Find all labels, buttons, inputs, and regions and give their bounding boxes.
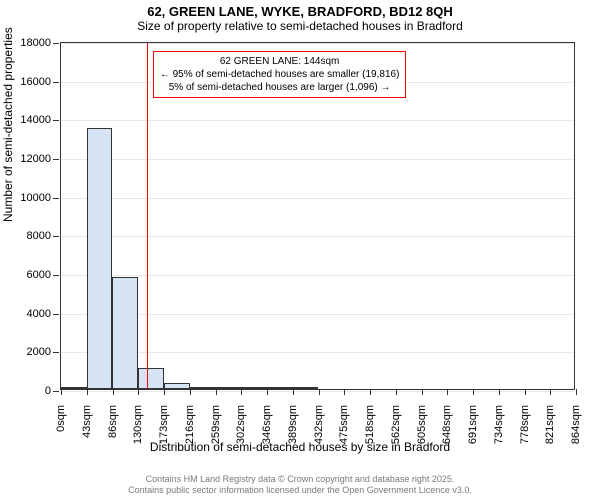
annotation-line: 5% of semi-detached houses are larger (1…: [160, 81, 400, 94]
x-tick: [319, 389, 320, 395]
x-tick-label: 432sqm: [313, 405, 325, 444]
y-tick: [53, 391, 59, 392]
histogram-bar: [164, 383, 190, 389]
x-tick: [293, 389, 294, 395]
x-tick-label: 778sqm: [519, 405, 531, 444]
y-tick-label: 4000: [27, 308, 51, 320]
x-tick: [216, 389, 217, 395]
x-tick-label: 562sqm: [390, 405, 402, 444]
y-tick: [53, 314, 59, 315]
annotation-line: ← 95% of semi-detached houses are smalle…: [160, 68, 400, 81]
annotation-box: 62 GREEN LANE: 144sqm← 95% of semi-detac…: [153, 51, 407, 98]
x-tick: [525, 389, 526, 395]
x-tick: [473, 389, 474, 395]
y-tick-label: 16000: [20, 76, 51, 88]
y-tick-label: 12000: [20, 153, 51, 165]
x-tick-label: 605sqm: [416, 405, 428, 444]
y-tick-label: 18000: [20, 37, 51, 49]
y-tick: [53, 198, 59, 199]
reference-line: [147, 43, 148, 389]
y-tick-label: 10000: [20, 192, 51, 204]
y-tick: [53, 82, 59, 83]
chart-footer: Contains HM Land Registry data © Crown c…: [0, 474, 600, 496]
x-tick-label: 173sqm: [158, 405, 170, 444]
x-tick-label: 86sqm: [107, 405, 119, 438]
x-tick-label: 389sqm: [287, 405, 299, 444]
y-tick: [53, 275, 59, 276]
x-tick-label: 864sqm: [570, 405, 582, 444]
x-tick: [370, 389, 371, 395]
gridline: [61, 43, 574, 44]
histogram-bar: [267, 387, 293, 389]
y-tick-label: 2000: [27, 346, 51, 358]
y-tick-label: 6000: [27, 269, 51, 281]
histogram-bar: [241, 387, 267, 389]
x-tick-label: 648sqm: [441, 405, 453, 444]
x-tick-label: 43sqm: [81, 405, 93, 438]
x-tick: [164, 389, 165, 395]
y-tick-label: 0: [45, 385, 51, 397]
plot-area: 0200040006000800010000120001400016000180…: [60, 42, 575, 390]
histogram-bar: [293, 387, 319, 389]
x-tick: [344, 389, 345, 395]
chart-title: 62, GREEN LANE, WYKE, BRADFORD, BD12 8QH: [0, 0, 600, 19]
y-tick: [53, 120, 59, 121]
x-tick: [499, 389, 500, 395]
x-tick: [61, 389, 62, 395]
gridline: [61, 120, 574, 121]
y-tick-label: 8000: [27, 230, 51, 242]
gridline: [61, 159, 574, 160]
histogram-bar: [87, 128, 113, 389]
x-tick-label: 821sqm: [544, 405, 556, 444]
x-tick: [267, 389, 268, 395]
annotation-line: 62 GREEN LANE: 144sqm: [160, 55, 400, 68]
x-tick-label: 259sqm: [210, 405, 222, 444]
histogram-bar: [138, 368, 164, 389]
chart-container: 0200040006000800010000120001400016000180…: [60, 42, 575, 390]
x-tick: [190, 389, 191, 395]
x-tick: [113, 389, 114, 395]
x-tick-label: 302sqm: [235, 405, 247, 444]
footer-line-1: Contains HM Land Registry data © Crown c…: [0, 474, 600, 485]
x-tick: [550, 389, 551, 395]
x-tick-label: 734sqm: [493, 405, 505, 444]
x-tick-label: 475sqm: [338, 405, 350, 444]
y-tick: [53, 236, 59, 237]
histogram-bar: [190, 387, 216, 389]
gridline: [61, 236, 574, 237]
y-tick: [53, 43, 59, 44]
histogram-bar: [61, 387, 87, 389]
y-tick: [53, 159, 59, 160]
x-tick-label: 518sqm: [364, 405, 376, 444]
x-tick: [396, 389, 397, 395]
y-tick-label: 14000: [20, 114, 51, 126]
x-axis-label: Distribution of semi-detached houses by …: [0, 440, 600, 454]
y-axis-label: Number of semi-detached properties: [1, 27, 15, 222]
x-tick: [138, 389, 139, 395]
histogram-bar: [112, 277, 138, 389]
chart-subtitle: Size of property relative to semi-detach…: [0, 19, 600, 41]
x-tick: [422, 389, 423, 395]
x-tick: [447, 389, 448, 395]
histogram-bar: [215, 387, 241, 389]
x-tick: [576, 389, 577, 395]
x-tick-label: 130sqm: [132, 405, 144, 444]
x-tick-label: 216sqm: [184, 405, 196, 444]
gridline: [61, 275, 574, 276]
footer-line-2: Contains public sector information licen…: [0, 485, 600, 496]
y-tick: [53, 352, 59, 353]
x-tick: [241, 389, 242, 395]
x-tick-label: 691sqm: [467, 405, 479, 444]
x-tick: [87, 389, 88, 395]
x-tick-label: 346sqm: [261, 405, 273, 444]
gridline: [61, 198, 574, 199]
x-tick-label: 0sqm: [55, 405, 67, 432]
